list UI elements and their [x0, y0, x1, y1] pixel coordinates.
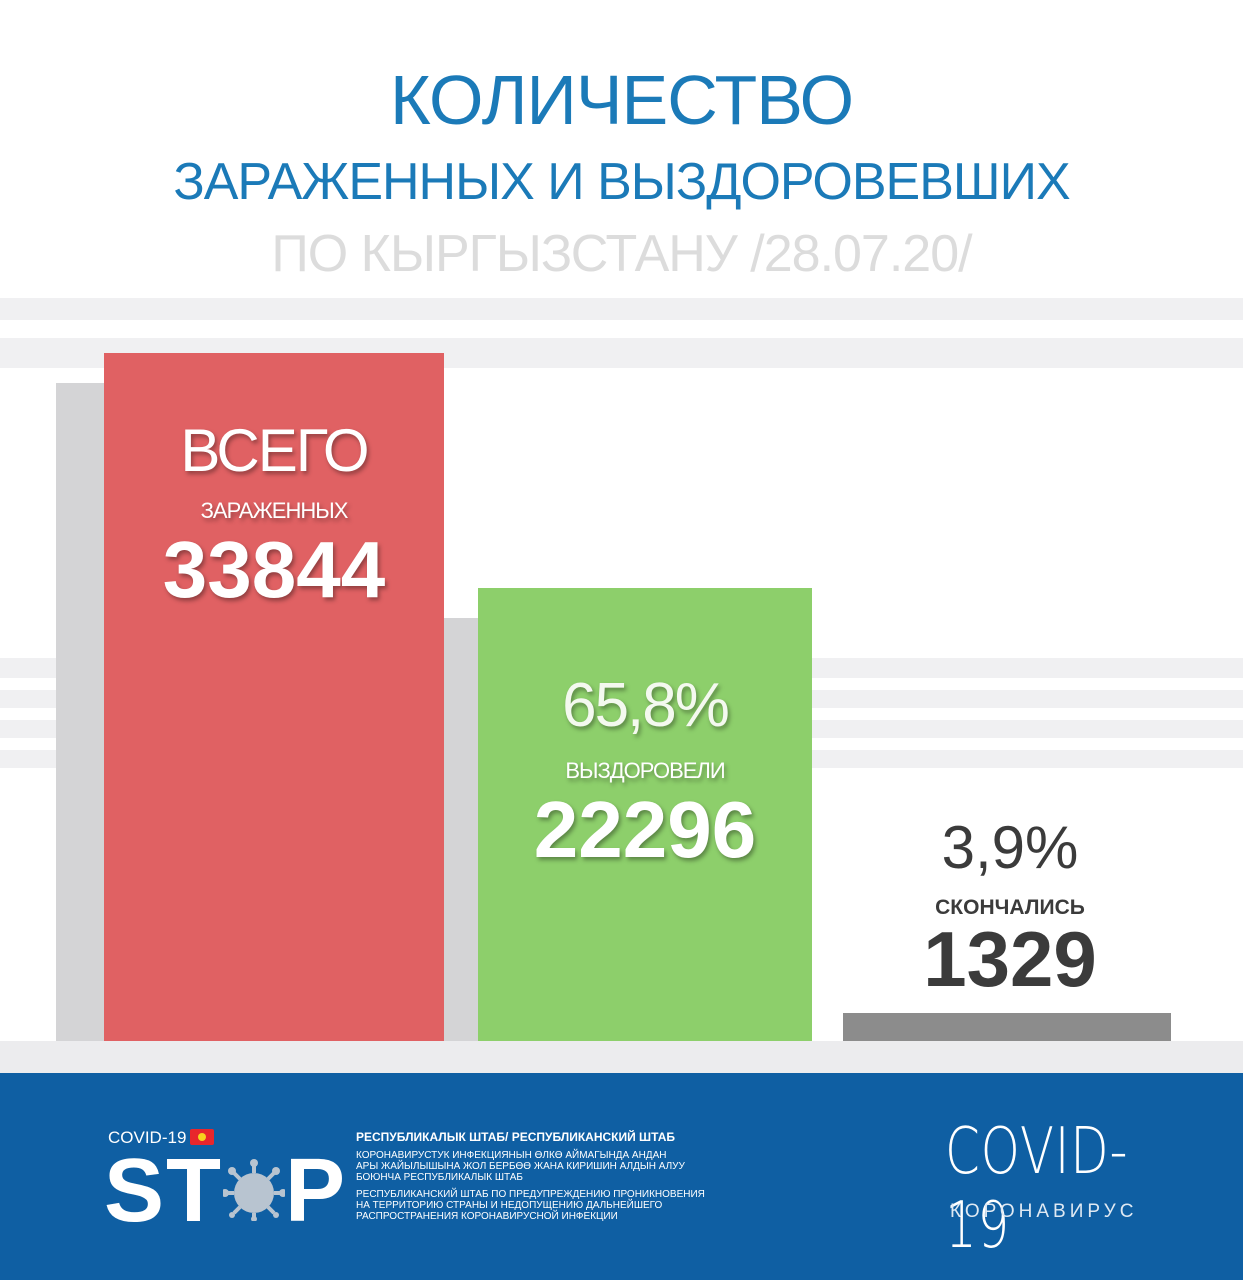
recovered-percent: 65,8%	[562, 671, 730, 740]
org-ru-line: РЕСПУБЛИКАНСКИЙ ШТАБ ПО ПРЕДУПРЕЖДЕНИЮ П…	[356, 1189, 705, 1200]
title-line-1: КОЛИЧЕСТВО	[389, 61, 854, 139]
title-line-3: ПО КЫРГЫЗСТАНУ /28.07.20/	[271, 225, 972, 283]
title-block: КОЛИЧЕСТВО ЗАРАЖЕННЫХ И ВЫЗДОРОВЕВШИХ ПО…	[0, 0, 1243, 300]
org-kg-line: КОРОНАВИРУСТУК ИНФЕКЦИЯНЫН ӨЛКӨ АЙМАГЫНД…	[356, 1150, 667, 1161]
recovered-label: ВЫЗДОРОВЕЛИ	[565, 758, 725, 783]
bg-band	[0, 298, 1243, 320]
bar-recovered	[478, 588, 812, 1041]
kyrgyz-flag-icon	[190, 1129, 214, 1145]
covid-small-label: COVID-19	[108, 1128, 187, 1147]
coronavirus-subtitle: КОРОНАВИРУС	[950, 1201, 1138, 1222]
stop-logo: ST P	[104, 1141, 347, 1241]
chart-area: ВСЕГО ЗАРАЖЕННЫХ 33844 65,8% ВЫЗДОРОВЕЛИ…	[0, 298, 1243, 1073]
deceased-value: 1329	[923, 915, 1097, 1003]
org-ru-line: РАСПРОСТРАНЕНИЯ КОРОНАВИРУСНОЙ ИНФЕКЦИИ	[356, 1211, 618, 1222]
bar-shadow-infected	[56, 383, 108, 1041]
deceased-percent: 3,9%	[941, 814, 1079, 881]
chart-floor	[0, 1041, 1243, 1073]
title-line-2: ЗАРАЖЕННЫХ И ВЫЗДОРОВЕВШИХ	[173, 153, 1070, 211]
bar-infected	[104, 353, 444, 1041]
deceased-label: СКОНЧАЛИСЬ	[935, 896, 1085, 919]
org-title: РЕСПУБЛИКАЛЫК ШТАБ/ РЕСПУБЛИКАНСКИЙ ШТАБ	[356, 1130, 675, 1144]
bar-deceased	[843, 1013, 1171, 1041]
recovered-value: 22296	[533, 785, 757, 874]
infected-word: ВСЕГО	[180, 417, 369, 484]
stop-logo-left: ST	[104, 1141, 224, 1241]
virus-icon	[221, 1141, 288, 1241]
stop-logo-right: P	[285, 1141, 348, 1241]
infected-label: ЗАРАЖЕННЫХ	[200, 498, 349, 523]
org-kg-line: БОЮНЧА РЕСПУБЛИКАЛЫК ШТАБ	[356, 1172, 523, 1183]
footer: COVID-19 ST P РЕСПУБЛИКАЛЫК ШТАБ/ РЕСПУБЛ…	[0, 1073, 1243, 1280]
covid19-heading: COVID-19	[945, 1115, 1129, 1263]
infected-value: 33844	[162, 525, 386, 614]
org-ru-line: НА ТЕРРИТОРИЮ СТРАНЫ И НЕДОПУЩЕНИЮ ДАЛЬН…	[356, 1200, 663, 1211]
org-kg-line: АРЫ ЖАЙЫЛЫШЫНА ЖОЛ БЕРБӨӨ ЖАНА КИРИШИН А…	[356, 1161, 685, 1172]
